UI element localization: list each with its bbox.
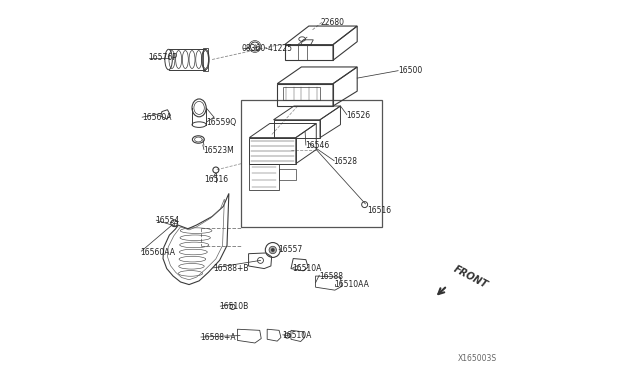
- Text: 16588: 16588: [319, 272, 343, 280]
- Text: 16510AA: 16510AA: [334, 280, 369, 289]
- Text: 16576P: 16576P: [148, 53, 177, 62]
- Bar: [241, 100, 383, 227]
- Text: 16554: 16554: [156, 217, 180, 225]
- Text: 16560A: 16560A: [142, 113, 172, 122]
- Text: 08360-41225: 08360-41225: [242, 44, 293, 53]
- Text: 16560AA: 16560AA: [141, 248, 176, 257]
- Text: 16546: 16546: [305, 141, 330, 150]
- Text: 16588+B: 16588+B: [213, 264, 248, 273]
- Text: 16557: 16557: [278, 246, 303, 254]
- Text: 16588+A: 16588+A: [200, 333, 236, 342]
- Text: 16523M: 16523M: [203, 146, 234, 155]
- Text: 16510A: 16510A: [282, 331, 312, 340]
- Text: 16528: 16528: [333, 157, 357, 166]
- Text: FRONT: FRONT: [452, 264, 490, 290]
- Text: 16516: 16516: [367, 206, 392, 215]
- Text: 16500: 16500: [398, 66, 422, 75]
- Text: X165003S: X165003S: [458, 354, 497, 363]
- Text: 16526: 16526: [346, 111, 370, 120]
- Circle shape: [271, 248, 275, 251]
- Text: 16510A: 16510A: [292, 264, 321, 273]
- Text: 16510B: 16510B: [220, 302, 249, 311]
- Circle shape: [269, 246, 276, 254]
- Text: 22680: 22680: [321, 18, 345, 27]
- Text: 16516: 16516: [204, 175, 228, 184]
- Text: 16559Q: 16559Q: [207, 118, 237, 127]
